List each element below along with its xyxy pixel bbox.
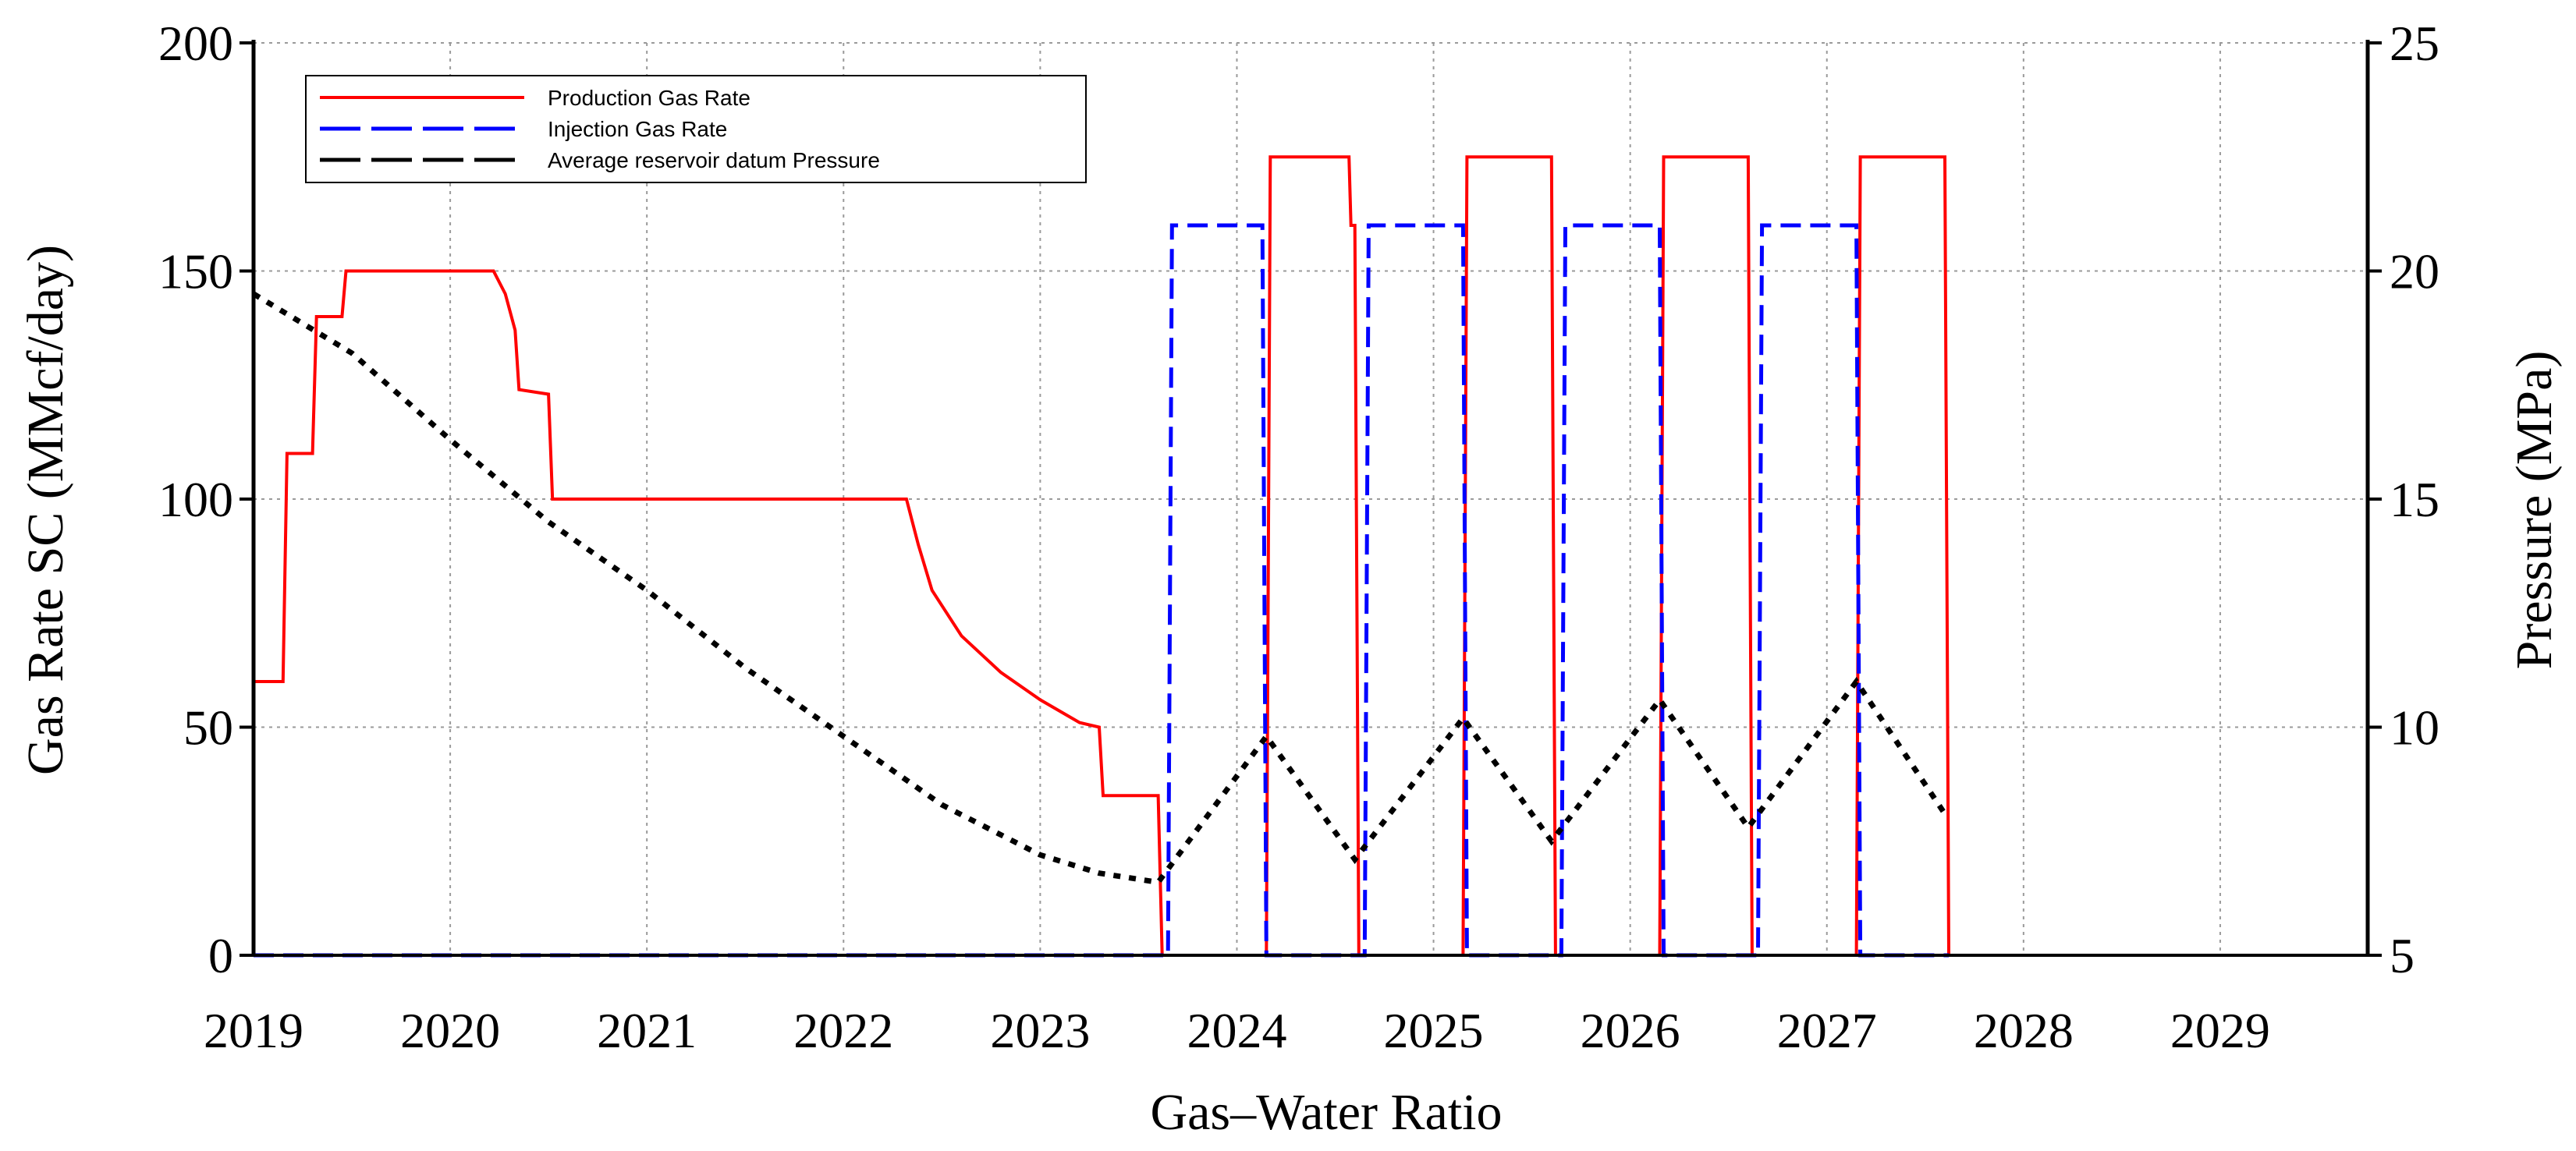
x-tick-label: 2025 xyxy=(1384,1003,1484,1058)
y2-axis-title: Pressure (MPa) xyxy=(2506,351,2563,670)
y-tick-label: 100 xyxy=(158,472,233,527)
x-tick-label: 2026 xyxy=(1581,1003,1680,1058)
x-tick-label: 2027 xyxy=(1777,1003,1877,1058)
y2-tick-label: 25 xyxy=(2390,16,2439,71)
legend-label-production: Production Gas Rate xyxy=(548,86,750,110)
y-axis-title: Gas Rate SC (MMcf/day) xyxy=(17,245,74,775)
x-tick-label: 2021 xyxy=(597,1003,697,1058)
data-series xyxy=(252,155,1950,958)
series-line-injection-gas-rate xyxy=(254,223,1949,958)
series-line-average-reservoir-pressure xyxy=(252,291,1947,886)
y-tick-label: 0 xyxy=(208,928,233,983)
y-tick-label: 200 xyxy=(158,16,233,71)
series-line-production-gas-rate xyxy=(254,155,1950,957)
y-tick-label: 50 xyxy=(183,700,233,756)
x-tick-label: 2022 xyxy=(793,1003,893,1058)
x-tick-label: 2024 xyxy=(1187,1003,1286,1058)
x-tick-label: 2019 xyxy=(204,1003,303,1058)
x-tick-label: 2029 xyxy=(2170,1003,2270,1058)
legend: Production Gas Rate Injection Gas Rate A… xyxy=(305,75,1087,183)
y2-tick-label: 15 xyxy=(2390,472,2439,527)
x-tick-label: 2020 xyxy=(400,1003,500,1058)
y2-tick-label: 10 xyxy=(2390,700,2439,756)
y-tick-label: 150 xyxy=(158,244,233,299)
axes xyxy=(240,40,2382,957)
y2-tick-label: 20 xyxy=(2390,244,2439,299)
x-axis-title: Gas–Water Ratio xyxy=(1150,1084,1502,1141)
y2-tick-label: 5 xyxy=(2390,928,2415,983)
legend-label-pressure: Average reservoir datum Pressure xyxy=(548,148,880,172)
legend-label-injection: Injection Gas Rate xyxy=(548,117,727,141)
x-tick-label: 2023 xyxy=(990,1003,1090,1058)
x-tick-label: 2028 xyxy=(1974,1003,2074,1058)
